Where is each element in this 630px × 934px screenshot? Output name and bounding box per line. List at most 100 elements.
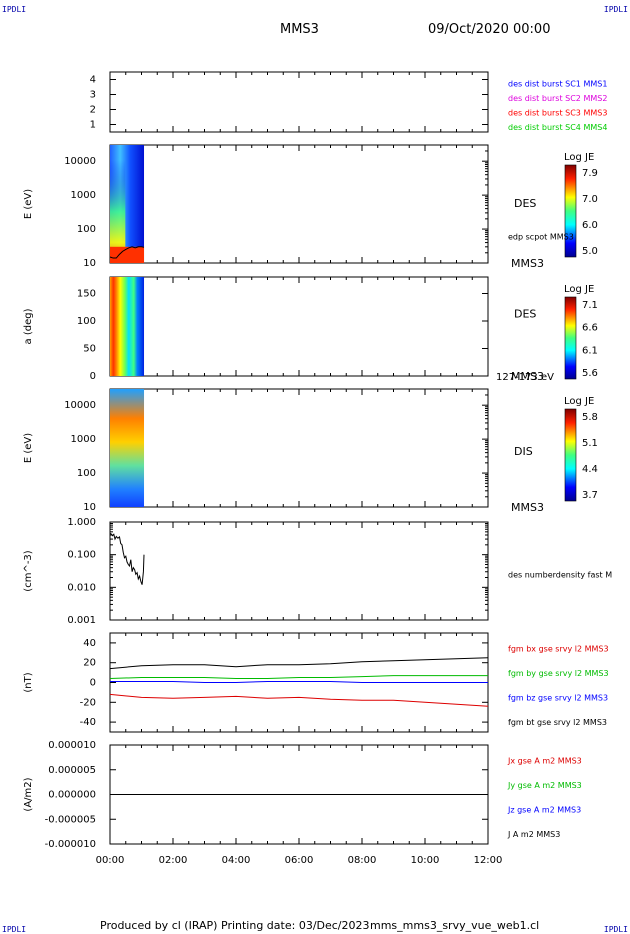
dis_e-ytick-label: 100 — [77, 468, 96, 479]
time-tick-label: 08:00 — [348, 855, 377, 866]
corner-bl-label: IPDLI — [2, 925, 27, 934]
time-tick-label: 04:00 — [222, 855, 251, 866]
footer-printing-date: Printing date: 03/Dec/2023 — [221, 919, 370, 932]
fgm-series-label-2: fgm by gse srvy l2 MMS3 — [508, 669, 609, 678]
dis_e-colorbar-title: Log JE — [564, 396, 594, 407]
time-tick-label: 06:00 — [285, 855, 314, 866]
burst-frame — [109, 71, 489, 133]
des_pa-colorbar-tick: 6.1 — [582, 345, 598, 356]
header-mission: MMS3 — [280, 22, 319, 37]
fgm-series-2 — [109, 675, 488, 679]
fgm-series-1 — [109, 693, 489, 707]
fgm-ytick-label: 40 — [83, 638, 96, 649]
density-ytick-label: 0.010 — [67, 582, 96, 593]
des_e-ytick-label: 10 — [83, 258, 96, 269]
des_pa-frame — [109, 276, 489, 377]
fgm-series-4 — [109, 657, 489, 670]
des_e-ylabel: E (eV) — [23, 189, 34, 219]
des_e-ytick-label: 1000 — [71, 190, 96, 201]
dis_e-colorbar — [564, 408, 577, 502]
corner-br-label: IPDLI — [603, 925, 628, 934]
des-e-spectrogram-core — [110, 160, 126, 263]
dis_e-colorbar-tick: 4.4 — [582, 464, 598, 475]
current-series-label-1: Jx gse A m2 MMS3 — [507, 757, 582, 766]
des_pa-instrument-label: MMS3 — [511, 370, 544, 383]
burst-ytick-label: 2 — [90, 105, 96, 116]
dis_e-ytick-label: 10000 — [64, 400, 96, 411]
current-ylabel: (A/m2) — [23, 777, 34, 811]
des_e-colorbar-tick: 5.0 — [582, 246, 598, 257]
fgm-ytick-label: 20 — [83, 658, 96, 669]
dis_e-ytick-label: 10 — [83, 502, 96, 513]
des_e-colorbar-title: Log JE — [564, 152, 594, 163]
des_pa-colorbar-tick: 7.1 — [582, 300, 598, 311]
legend-2: des dist burst SC2 MMS2 — [508, 94, 607, 103]
dis_e-ylabel: E (eV) — [23, 433, 34, 463]
des_pa-ytick-label: 50 — [83, 344, 96, 355]
dis_e-instrument-label: MMS3 — [511, 501, 544, 514]
des_pa-colorbar-tick: 6.6 — [582, 323, 598, 334]
scpot-series-label: edp scpot MMS3 — [508, 233, 574, 242]
burst-ytick-label: 3 — [90, 90, 96, 101]
dis_e-frame — [109, 388, 489, 508]
legend-4: des dist burst SC4 MMS4 — [508, 123, 607, 132]
time-tick-label: 00:00 — [96, 855, 125, 866]
des_e-ytick-label: 10000 — [64, 156, 96, 167]
des-e-spectrogram-low — [110, 246, 145, 263]
des_pa-colorbar — [564, 296, 577, 380]
density-ytick-label: 0.001 — [67, 615, 96, 626]
des_pa-ylabel: a (deg) — [23, 308, 34, 344]
time-tick-label: 12:00 — [474, 855, 503, 866]
footer-filename: mms_mms3_srvy_vue_web1.cl — [370, 919, 540, 932]
time-tick-label: 02:00 — [159, 855, 188, 866]
dis-e-spectrogram — [110, 389, 145, 507]
dis_e-colorbar-tick: 5.1 — [582, 438, 598, 449]
dis_e-colorbar-tick: 3.7 — [582, 490, 598, 501]
legend-3: des dist burst SC3 MMS3 — [508, 109, 607, 118]
fgm-ytick-label: 0 — [90, 678, 96, 689]
des_e-colorbar-tick: 7.9 — [582, 168, 598, 179]
density-ytick-label: 0.100 — [67, 550, 96, 561]
des_e-ytick-label: 100 — [77, 224, 96, 235]
current-series-label-2: Jy gse A m2 MMS3 — [507, 781, 582, 790]
des_pa-ytick-label: 100 — [77, 316, 96, 327]
header-date: 09/Oct/2020 00:00 — [428, 22, 551, 37]
des_e-instrument-label: MMS3 — [511, 257, 544, 270]
des_e-colorbar-tick: 6.0 — [582, 220, 598, 231]
density-series-1 — [110, 532, 145, 585]
des_pa-ytick-label: 0 — [90, 371, 96, 382]
burst-ytick-label: 4 — [90, 75, 96, 86]
des_pa-ytick-label: 150 — [77, 289, 96, 300]
density-ylabel: (cm^-3) — [23, 550, 34, 591]
legend-1: des dist burst SC1 MMS1 — [508, 80, 607, 89]
des_e-colorbar-tick: 7.0 — [582, 194, 598, 205]
current-ytick-label: 0.000005 — [48, 765, 96, 776]
current-series-label-4: J A m2 MMS3 — [507, 830, 560, 839]
current-ytick-label: -0.000005 — [45, 814, 96, 825]
current-ytick-label: 0.000010 — [48, 740, 96, 751]
footer-produced: Produced by cl (IRAP) — [100, 919, 218, 932]
fgm-series-label-1: fgm bx gse srvy l2 MMS3 — [508, 645, 609, 654]
dis_e-ytick-label: 1000 — [71, 434, 96, 445]
des_e-side-label: DES — [514, 197, 536, 210]
time-tick-label: 10:00 — [411, 855, 440, 866]
density-frame — [109, 521, 489, 621]
dis_e-colorbar-tick: 5.8 — [582, 412, 598, 423]
corner-tr-label: IPDLI — [603, 5, 628, 14]
current-ytick-label: 0.000000 — [48, 790, 96, 801]
des_pa-colorbar-title: Log JE — [564, 284, 594, 295]
des_pa-side-label: DES — [514, 308, 536, 321]
burst-ytick-label: 1 — [90, 120, 96, 131]
fgm-series-label-4: fgm bt gse srvy l2 MMS3 — [508, 718, 607, 727]
des_e-frame — [109, 144, 489, 264]
des_e-colorbar — [564, 164, 577, 258]
des-pa-spectrogram — [110, 277, 145, 376]
fgm-series-3 — [110, 681, 488, 683]
energy-range-label: 127-173 eV — [496, 372, 554, 383]
scpot-line — [109, 246, 145, 259]
dis_e-side-label: DIS — [514, 445, 533, 458]
current-series-label-3: Jz gse A m2 MMS3 — [507, 806, 581, 815]
density-series-label-1: des numberdensity fast M — [508, 571, 612, 580]
current-ytick-label: -0.000010 — [45, 839, 96, 850]
